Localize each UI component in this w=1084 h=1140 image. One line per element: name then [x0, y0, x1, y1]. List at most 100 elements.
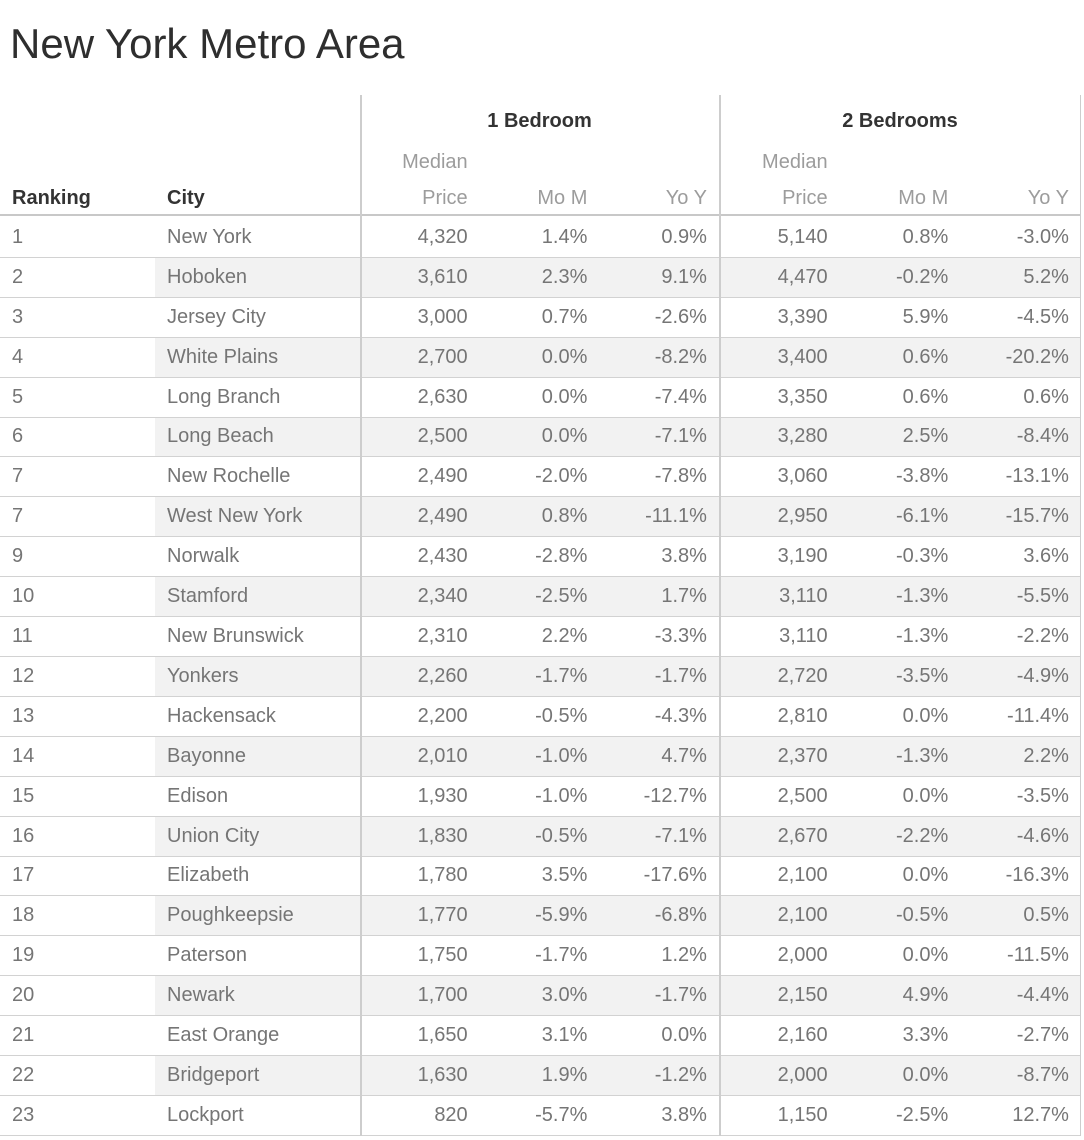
- cell-2br-mom[interactable]: 0.0%: [902, 704, 949, 727]
- cell-1br-yoy[interactable]: -11.1%: [645, 505, 707, 528]
- cell-ranking[interactable]: 9: [0, 537, 155, 577]
- col-header-mom-1br[interactable]: Mo M: [537, 187, 588, 209]
- cell-2br-median-price[interactable]: 4,470: [777, 265, 828, 288]
- cell-2br-mom[interactable]: -0.2%: [896, 265, 949, 288]
- cell-2br-mom[interactable]: 0.0%: [902, 1063, 949, 1086]
- cell-2br-median-price[interactable]: 2,100: [777, 864, 828, 887]
- cell-city[interactable]: Poughkeepsie: [167, 904, 294, 927]
- cell-ranking[interactable]: 5: [0, 377, 155, 417]
- cell-city[interactable]: Long Branch: [167, 385, 281, 408]
- cell-city[interactable]: Hackensack: [167, 704, 276, 727]
- cell-2br-median-price[interactable]: 3,350: [777, 385, 828, 408]
- cell-1br-yoy[interactable]: -8.2%: [654, 345, 707, 368]
- cell-2br-mom[interactable]: 0.0%: [902, 944, 949, 967]
- cell-2br-yoy[interactable]: 0.5%: [1023, 904, 1069, 927]
- cell-1br-yoy[interactable]: -1.2%: [654, 1063, 707, 1086]
- cell-2br-mom[interactable]: 0.6%: [902, 345, 949, 368]
- cell-1br-mom[interactable]: 3.0%: [541, 984, 588, 1007]
- cell-1br-yoy[interactable]: 1.2%: [661, 944, 707, 967]
- cell-2br-median-price[interactable]: 2,150: [777, 984, 828, 1007]
- cell-2br-mom[interactable]: -3.8%: [896, 465, 949, 488]
- cell-ranking[interactable]: 14: [0, 736, 155, 776]
- cell-2br-median-price[interactable]: 2,000: [777, 1063, 828, 1086]
- table-row[interactable]: 17 Elizabeth 1,780 3.5% -17.6% 2,100 0.0% -16.3…: [0, 856, 1081, 897]
- cell-1br-yoy[interactable]: -7.4%: [654, 385, 707, 408]
- cell-1br-yoy[interactable]: 3.8%: [661, 545, 707, 568]
- cell-2br-median-price[interactable]: 2,810: [777, 704, 828, 727]
- cell-1br-median-price[interactable]: 3,610: [417, 265, 468, 288]
- cell-1br-yoy[interactable]: -12.7%: [643, 784, 707, 807]
- cell-1br-median-price[interactable]: 2,340: [417, 585, 468, 608]
- table-row[interactable]: 12 Yonkers 2,260 -1.7% -1.7% 2,720 -3.5% -4.9%: [0, 656, 1081, 697]
- cell-2br-median-price[interactable]: 3,110: [779, 625, 828, 648]
- col-header-median-price-1br[interactable]: Median Price: [402, 151, 468, 209]
- cell-ranking[interactable]: 20: [0, 976, 155, 1016]
- cell-2br-mom[interactable]: -1.3%: [896, 744, 949, 767]
- col-header-yoy-2br[interactable]: Yo Y: [1027, 187, 1069, 209]
- cell-2br-yoy[interactable]: 0.6%: [1023, 385, 1069, 408]
- cell-2br-mom[interactable]: -0.5%: [896, 904, 949, 927]
- cell-city[interactable]: Edison: [167, 784, 229, 807]
- cell-2br-yoy[interactable]: -11.4%: [1007, 704, 1069, 727]
- cell-1br-mom[interactable]: 3.1%: [541, 1024, 588, 1047]
- cell-1br-median-price[interactable]: 2,430: [417, 545, 468, 568]
- cell-city[interactable]: White Plains: [167, 345, 279, 368]
- cell-1br-median-price[interactable]: 2,010: [417, 744, 468, 767]
- cell-2br-median-price[interactable]: 2,500: [777, 784, 828, 807]
- cell-2br-yoy[interactable]: -5.5%: [1016, 585, 1069, 608]
- cell-1br-yoy[interactable]: -1.7%: [654, 984, 707, 1007]
- cell-city[interactable]: Yonkers: [167, 664, 239, 687]
- cell-1br-mom[interactable]: 0.0%: [541, 385, 588, 408]
- cell-ranking[interactable]: 1: [0, 218, 155, 257]
- cell-1br-mom[interactable]: 2.2%: [541, 625, 588, 648]
- cell-2br-yoy[interactable]: -2.2%: [1016, 625, 1069, 648]
- cell-1br-mom[interactable]: 0.7%: [541, 305, 588, 328]
- cell-1br-median-price[interactable]: 2,260: [417, 664, 468, 687]
- cell-1br-mom[interactable]: -2.8%: [535, 545, 588, 568]
- cell-1br-median-price[interactable]: 2,490: [417, 465, 468, 488]
- cell-2br-yoy[interactable]: -15.7%: [1005, 505, 1069, 528]
- cell-1br-yoy[interactable]: -17.6%: [643, 864, 707, 887]
- cell-2br-median-price[interactable]: 2,720: [777, 664, 828, 687]
- cell-2br-yoy[interactable]: -3.0%: [1016, 225, 1069, 248]
- cell-1br-mom[interactable]: 3.5%: [541, 864, 588, 887]
- table-row[interactable]: 7 New Rochelle 2,490 -2.0% -7.8% 3,060 -3.8% -1…: [0, 457, 1081, 498]
- table-row[interactable]: 10 Stamford 2,340 -2.5% 1.7% 3,110 -1.3% -5.5%: [0, 577, 1081, 618]
- cell-2br-yoy[interactable]: -4.5%: [1016, 305, 1069, 328]
- cell-2br-mom[interactable]: -6.1%: [896, 505, 949, 528]
- cell-city[interactable]: Norwalk: [167, 545, 240, 568]
- cell-2br-mom[interactable]: -1.3%: [896, 625, 949, 648]
- cell-1br-mom[interactable]: -1.7%: [535, 944, 588, 967]
- cell-1br-median-price[interactable]: 1,750: [417, 944, 468, 967]
- cell-1br-median-price[interactable]: 1,630: [417, 1063, 468, 1086]
- cell-1br-median-price[interactable]: 2,700: [417, 345, 468, 368]
- table-row[interactable]: 5 Long Branch 2,630 0.0% -7.4% 3,350 0.6% 0.6%: [0, 377, 1081, 418]
- cell-2br-median-price[interactable]: 5,140: [777, 225, 828, 248]
- cell-2br-yoy[interactable]: -20.2%: [1005, 345, 1069, 368]
- cell-2br-mom[interactable]: -2.2%: [896, 824, 949, 847]
- cell-2br-yoy[interactable]: -11.5%: [1007, 944, 1069, 967]
- cell-ranking[interactable]: 6: [0, 417, 155, 457]
- cell-ranking[interactable]: 23: [0, 1095, 155, 1135]
- cell-2br-median-price[interactable]: 2,000: [777, 944, 828, 967]
- cell-city[interactable]: Hoboken: [167, 265, 248, 288]
- table-row[interactable]: 15 Edison 1,930 -1.0% -12.7% 2,500 0.0% -3.5%: [0, 776, 1081, 817]
- cell-1br-yoy[interactable]: 4.7%: [661, 744, 707, 767]
- col-header-mom-2br[interactable]: Mo M: [898, 187, 949, 209]
- cell-1br-mom[interactable]: -1.0%: [535, 744, 588, 767]
- cell-2br-yoy[interactable]: 2.2%: [1023, 744, 1069, 767]
- cell-1br-yoy[interactable]: -6.8%: [654, 904, 707, 927]
- cell-1br-mom[interactable]: 0.0%: [541, 345, 588, 368]
- cell-city[interactable]: Bayonne: [167, 744, 246, 767]
- cell-2br-yoy[interactable]: 5.2%: [1023, 265, 1069, 288]
- cell-ranking[interactable]: 12: [0, 656, 155, 696]
- cell-ranking[interactable]: 11: [0, 617, 155, 656]
- cell-2br-mom[interactable]: -0.3%: [896, 545, 949, 568]
- table-row[interactable]: 11 New Brunswick 2,310 2.2% -3.3% 3,110 -1.3% -…: [0, 617, 1081, 657]
- cell-1br-yoy[interactable]: 0.9%: [661, 225, 707, 248]
- cell-2br-yoy[interactable]: -2.7%: [1016, 1024, 1069, 1047]
- cell-1br-median-price[interactable]: 1,830: [417, 824, 468, 847]
- cell-1br-yoy[interactable]: 1.7%: [661, 585, 707, 608]
- cell-1br-mom[interactable]: 1.4%: [541, 225, 588, 248]
- cell-2br-mom[interactable]: 2.5%: [902, 425, 949, 448]
